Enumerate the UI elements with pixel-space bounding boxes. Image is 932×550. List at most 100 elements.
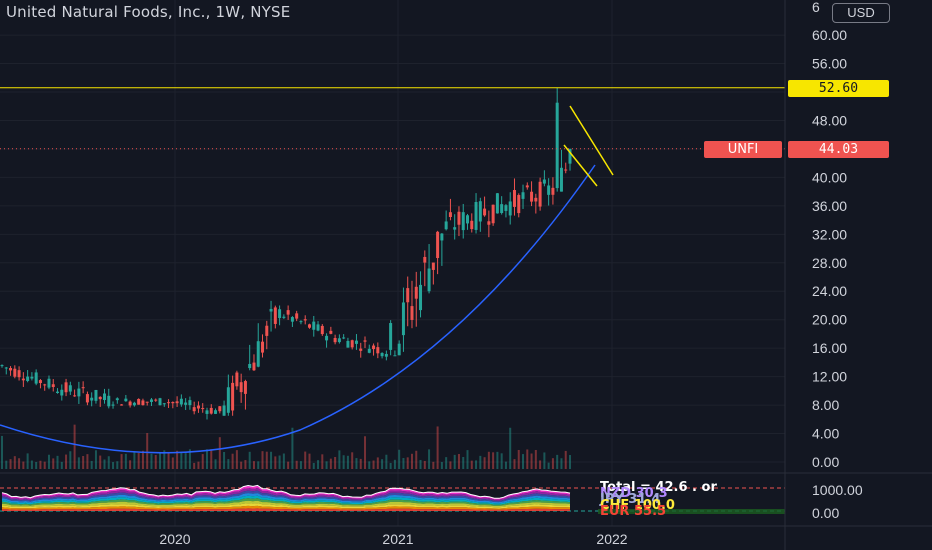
volume-bar xyxy=(201,454,204,469)
volume-bar xyxy=(317,460,320,469)
volume-bar xyxy=(218,437,221,469)
candlestick-series xyxy=(0,87,572,420)
candle-body xyxy=(329,330,333,334)
volume-bar xyxy=(543,452,546,469)
volume-bar xyxy=(26,453,29,469)
candle-body xyxy=(406,288,410,303)
x-tick-label: 2020 xyxy=(159,531,190,547)
volume-bar xyxy=(551,458,554,469)
candle-body xyxy=(500,204,504,214)
candle-body xyxy=(307,324,311,328)
volume-bar xyxy=(321,454,324,469)
symbol-tag: UNFI xyxy=(704,141,782,158)
y-tick-label: 32.00 xyxy=(812,226,847,242)
volume-bar xyxy=(351,452,354,469)
volume-bar xyxy=(146,433,149,469)
volume-bar xyxy=(436,426,439,469)
volume-bar xyxy=(291,427,294,469)
candle-body xyxy=(196,405,200,409)
volume-bar xyxy=(509,427,512,469)
volume-bar xyxy=(13,456,16,469)
volume-bar xyxy=(415,450,418,469)
candle-body xyxy=(56,391,60,394)
wedge-lower-line xyxy=(563,144,598,187)
volume-bar xyxy=(419,459,422,469)
indicator-band xyxy=(2,508,570,511)
indicator-band xyxy=(2,493,570,504)
candle-body xyxy=(124,398,128,402)
volume-bar xyxy=(43,461,46,469)
candle-body xyxy=(98,396,102,400)
volume-bars xyxy=(1,424,571,469)
candle-body xyxy=(175,401,179,404)
volume-bar xyxy=(22,461,25,469)
volume-bar xyxy=(522,454,525,469)
candle-body xyxy=(295,313,299,319)
volume-bar xyxy=(453,454,456,469)
candle-body xyxy=(316,324,320,331)
volume-bar xyxy=(295,460,298,469)
volume-bar xyxy=(248,451,251,469)
indicator-band xyxy=(2,495,570,505)
volume-bar xyxy=(304,451,307,469)
candle-body xyxy=(538,181,542,207)
volume-bar xyxy=(150,453,153,469)
volume-bar xyxy=(159,452,162,469)
candle-body xyxy=(179,398,183,405)
candle-body xyxy=(508,201,512,216)
volume-bar xyxy=(496,451,499,469)
currency-button[interactable]: USD xyxy=(832,3,890,23)
candle-body xyxy=(380,353,384,357)
candle-body xyxy=(158,398,162,406)
volume-bar xyxy=(381,459,384,469)
candle-body xyxy=(337,338,341,343)
chart-title: United Natural Foods, Inc., 1W, NYSE xyxy=(6,3,291,21)
volume-bar xyxy=(517,449,520,469)
candle-body xyxy=(457,211,461,225)
indicator-band xyxy=(2,488,570,501)
volume-bar xyxy=(137,453,140,469)
time-axis[interactable]: 2020 2021 2022 xyxy=(0,525,932,547)
volume-bar xyxy=(470,460,473,469)
candle-body xyxy=(141,400,145,406)
y-tick-label: 20.00 xyxy=(812,312,847,328)
volume-bar xyxy=(210,449,213,469)
volume-bar xyxy=(235,450,238,469)
candle-body xyxy=(102,393,106,401)
volume-bar xyxy=(457,454,460,469)
volume-bar xyxy=(56,455,59,469)
y-tick-label: 40.00 xyxy=(812,169,847,185)
volume-bar xyxy=(193,462,196,469)
volume-bar xyxy=(385,454,388,469)
candle-body xyxy=(312,321,316,330)
volume-bar xyxy=(346,455,349,469)
candle-body xyxy=(9,368,13,371)
candle-body xyxy=(34,372,38,384)
volume-bar xyxy=(107,456,110,469)
y-tick-label: 16.00 xyxy=(812,340,847,356)
candle-body xyxy=(299,321,303,323)
volume-bar xyxy=(214,459,217,469)
volume-bar xyxy=(133,451,136,469)
candle-body xyxy=(431,262,435,270)
grid xyxy=(0,0,785,526)
volume-bar xyxy=(35,462,38,469)
sub-y-tick-label: 1000.00 xyxy=(812,482,863,498)
candle-body xyxy=(149,399,153,402)
candle-body xyxy=(517,195,521,214)
candle-body xyxy=(384,353,388,357)
candle-body xyxy=(13,368,17,377)
volume-bar xyxy=(449,461,452,469)
candle-body xyxy=(461,212,465,231)
volume-bar xyxy=(364,436,367,469)
candle-body xyxy=(261,341,265,353)
volume-bar xyxy=(410,453,413,469)
candle-body xyxy=(303,319,307,321)
candle-body xyxy=(495,193,499,214)
indicator-highlight-bar xyxy=(598,509,785,514)
volume-bar xyxy=(556,454,559,469)
volume-bar xyxy=(406,457,409,469)
candle-body xyxy=(401,302,405,336)
volume-bar xyxy=(278,455,281,469)
